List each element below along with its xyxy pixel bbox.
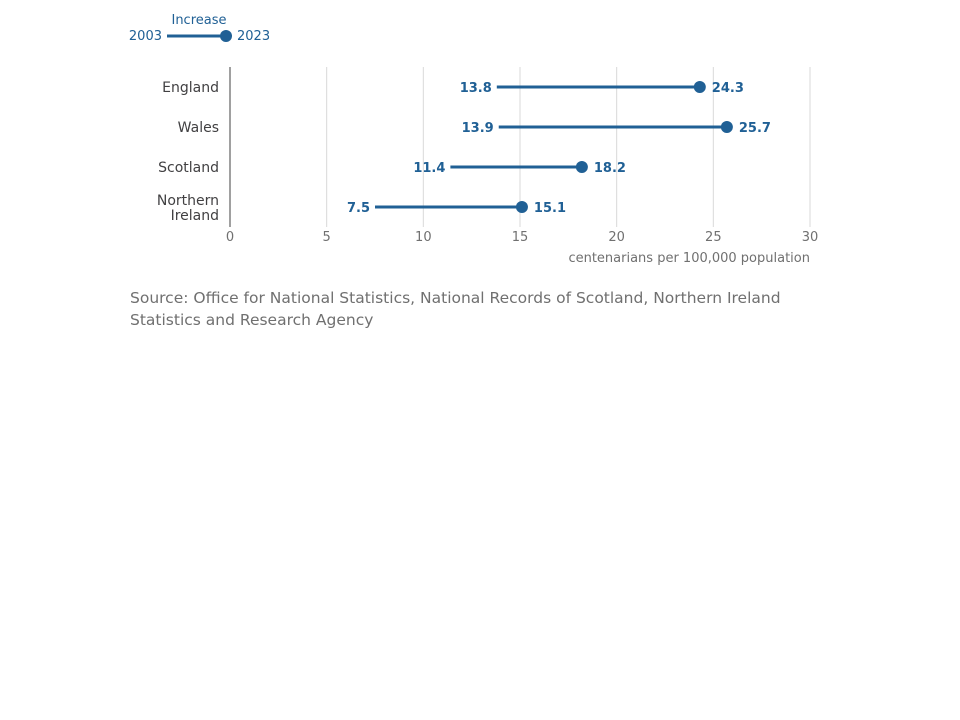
end-value-label: 15.1 — [534, 201, 566, 216]
chart-legend: Increase 2003 2023 — [129, 13, 270, 44]
end-value-label: 18.2 — [594, 161, 626, 176]
dumbbell-end-point — [515, 201, 528, 213]
category-labels: England Wales Scotland Northern Ireland — [157, 80, 219, 224]
dumbbell-end-point — [575, 161, 588, 173]
end-value-label: 25.7 — [739, 121, 771, 136]
x-tick-label: 15 — [512, 230, 529, 245]
dumbbell-end-point — [693, 81, 706, 93]
category-label: Northern Ireland — [157, 193, 219, 224]
dumbbell-end-point — [720, 121, 733, 133]
legend-start-label: 2003 — [129, 29, 162, 44]
legend-end-marker — [220, 30, 232, 42]
start-value-label: 11.4 — [413, 161, 445, 176]
end-value-label: 24.3 — [712, 81, 744, 96]
x-tick-label: 30 — [802, 230, 819, 245]
x-tick-label: 10 — [415, 230, 432, 245]
category-label-line: Northern — [157, 193, 219, 209]
x-axis-title: centenarians per 100,000 population — [568, 251, 810, 266]
source-note: Source: Office for National Statistics, … — [130, 289, 781, 329]
dumbbell-chart: Increase 2003 2023 0 5 10 15 20 25 30 England W… — [129, 13, 818, 266]
x-tick-label: 5 — [323, 230, 331, 245]
data-marks: 13.8 24.3 13.9 25.7 11.4 18.2 7.5 15.1 — [347, 81, 771, 216]
category-label-line: Ireland — [171, 208, 219, 224]
grid-lines — [326, 67, 811, 227]
start-value-label: 7.5 — [347, 201, 370, 216]
x-tick-label: 25 — [705, 230, 722, 245]
legend-end-label: 2023 — [237, 29, 270, 44]
category-label: England — [162, 80, 219, 96]
x-tick-label: 20 — [608, 230, 625, 245]
category-label: Wales — [178, 120, 219, 136]
x-tick-labels: 0 5 10 15 20 25 30 — [226, 230, 818, 245]
legend-title: Increase — [171, 13, 226, 28]
category-label: Scotland — [158, 160, 219, 176]
start-value-label: 13.9 — [462, 121, 494, 136]
start-value-label: 13.8 — [460, 81, 492, 96]
x-tick-label: 0 — [226, 230, 234, 245]
